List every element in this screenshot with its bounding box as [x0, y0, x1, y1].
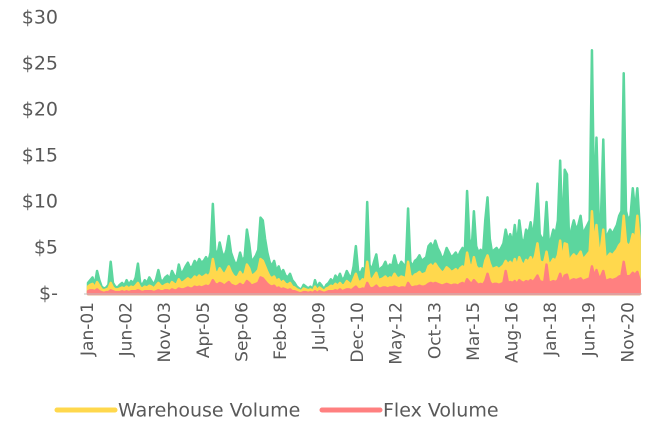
y-tick-label: $15: [22, 145, 58, 167]
x-tick-label: Jun-02: [117, 302, 137, 357]
legend-label: Warehouse Volume: [118, 400, 300, 422]
x-tick-label: Nov-03: [155, 302, 175, 363]
y-tick-label: $10: [22, 191, 58, 213]
y-tick-label: $30: [22, 7, 58, 29]
x-tick-label: Dec-10: [348, 302, 368, 363]
y-tick-label: $-: [39, 283, 58, 305]
x-tick-label: Jan-18: [541, 302, 561, 357]
x-tick-label: May-12: [387, 302, 407, 365]
legend-label: Flex Volume: [383, 400, 499, 422]
x-tick-label: Apr-05: [194, 302, 214, 358]
area: [86, 260, 641, 296]
x-tick-label: Sep-06: [232, 302, 252, 362]
y-tick-label: $5: [34, 237, 58, 259]
y-tick-label: $20: [22, 99, 58, 121]
x-tick-label: Jun-19: [580, 302, 600, 357]
x-tick-label: Jul-09: [310, 302, 330, 351]
y-tick-label: $25: [22, 53, 58, 75]
area: [86, 209, 641, 296]
x-tick-label: Oct-13: [425, 302, 445, 359]
x-tick-label: Feb-08: [271, 302, 291, 360]
x-tick-label: Jan-01: [78, 302, 98, 357]
x-tick-label: Nov-20: [618, 302, 638, 363]
x-tick-label: Aug-16: [502, 302, 522, 363]
x-tick-label: Mar-15: [464, 302, 484, 361]
